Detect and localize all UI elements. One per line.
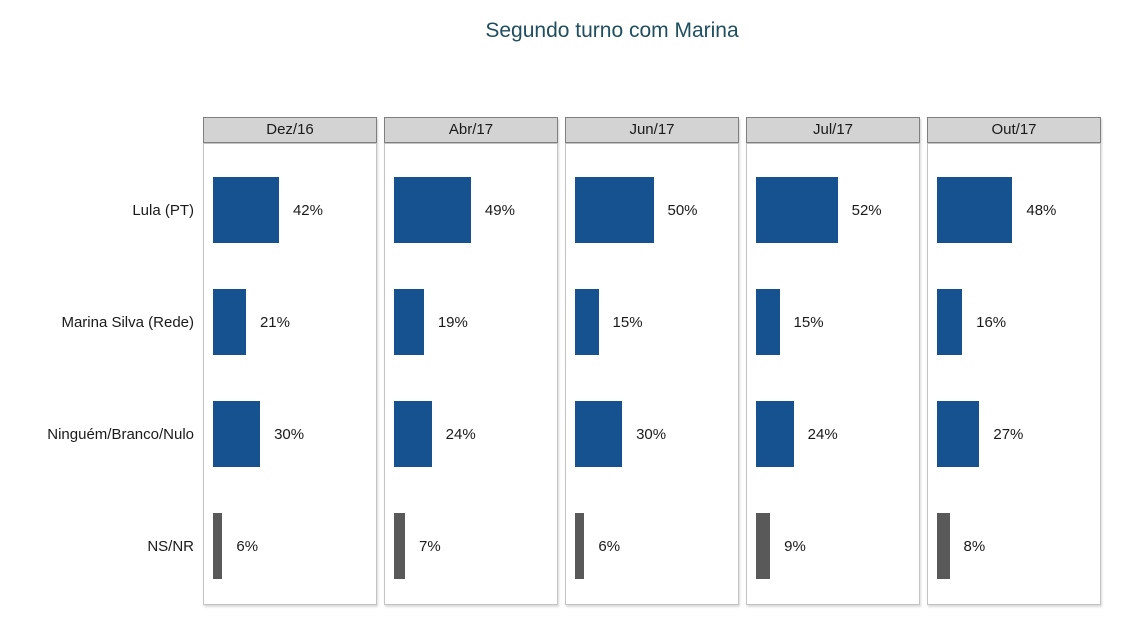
category-labels: Lula (PT) Marina Silva (Rede) Ninguém/Bran… (0, 117, 203, 605)
bar (937, 177, 1013, 243)
value-label: 7% (418, 537, 441, 555)
bar (394, 513, 405, 579)
bar (575, 401, 623, 467)
bar-row: 6% (213, 490, 376, 602)
bar-row: 19% (394, 266, 557, 378)
bar-row: 50% (575, 154, 738, 266)
bar (213, 177, 279, 243)
facet-body: 42% 21% 30% 6% (203, 143, 377, 605)
value-label: 15% (793, 313, 824, 331)
facet-body: 50% 15% 30% 6% (565, 143, 739, 605)
bar-row: 52% (756, 154, 919, 266)
value-label: 30% (636, 425, 667, 443)
value-label: 16% (976, 313, 1007, 331)
category-label: Ninguém/Branco/Nulo (47, 425, 194, 443)
bar-row: 24% (394, 378, 557, 490)
faceted-bar-chart: Lula (PT) Marina Silva (Rede) Ninguém/Bran… (0, 117, 1101, 605)
bar (213, 513, 223, 579)
bar (213, 401, 261, 467)
value-label: 8% (963, 537, 986, 555)
bar-row: 24% (756, 378, 919, 490)
chart-title: Segundo turno com Marina (485, 19, 739, 42)
facet-body: 48% 16% 27% 8% (927, 143, 1101, 605)
bar-row: 8% (937, 490, 1100, 602)
value-label: 24% (445, 425, 476, 443)
bar-row: 7% (394, 490, 557, 602)
value-label: 42% (292, 201, 323, 219)
bar (756, 513, 771, 579)
value-label: 50% (667, 201, 698, 219)
value-label: 6% (236, 537, 259, 555)
facet-body: 49% 19% 24% 7% (384, 143, 558, 605)
bar (937, 513, 950, 579)
category-label: Marina Silva (Rede) (61, 313, 194, 331)
facet-panels: Dez/16 42% 21% 30% 6% Abr/17 49% 19% 24% 7% Jun/17… (203, 117, 1101, 605)
value-label: 21% (259, 313, 290, 331)
facet-header: Jul/17 (746, 117, 920, 143)
facet-header: Abr/17 (384, 117, 558, 143)
bar-row: 21% (213, 266, 376, 378)
bar-row: 48% (937, 154, 1100, 266)
bar (394, 289, 424, 355)
category-label: Lula (PT) (132, 201, 194, 219)
bar-row: 30% (213, 378, 376, 490)
bar-row: 27% (937, 378, 1100, 490)
value-label: 19% (437, 313, 468, 331)
bar-row: 30% (575, 378, 738, 490)
facet-panel: Out/17 48% 16% 27% 8% (927, 117, 1101, 605)
bar (394, 401, 432, 467)
bar (213, 289, 246, 355)
facet-header: Jun/17 (565, 117, 739, 143)
bar-row: 42% (213, 154, 376, 266)
bar-row: 15% (575, 266, 738, 378)
value-label: 15% (612, 313, 643, 331)
value-label: 52% (851, 201, 882, 219)
facet-header: Dez/16 (203, 117, 377, 143)
facet-panel: Dez/16 42% 21% 30% 6% (203, 117, 377, 605)
bar (575, 177, 654, 243)
bar (756, 401, 794, 467)
value-label: 6% (598, 537, 621, 555)
bar-row: 6% (575, 490, 738, 602)
facet-panel: Jun/17 50% 15% 30% 6% (565, 117, 739, 605)
bar (937, 289, 963, 355)
bar-row: 15% (756, 266, 919, 378)
value-label: 30% (274, 425, 305, 443)
bar (756, 289, 780, 355)
facet-panel: Abr/17 49% 19% 24% 7% (384, 117, 558, 605)
category-label: NS/NR (147, 537, 194, 555)
bar (394, 177, 471, 243)
facet-body: 52% 15% 24% 9% (746, 143, 920, 605)
bar (575, 513, 585, 579)
bar (937, 401, 980, 467)
bar-row: 49% (394, 154, 557, 266)
value-label: 9% (784, 537, 806, 555)
value-label: 49% (484, 201, 515, 219)
value-label: 48% (1026, 201, 1057, 219)
facet-header: Out/17 (927, 117, 1101, 143)
value-label: 27% (993, 425, 1024, 443)
value-label: 24% (807, 425, 838, 443)
facet-panel: Jul/17 52% 15% 24% 9% (746, 117, 920, 605)
bar-row: 9% (756, 490, 919, 602)
bar (756, 177, 838, 243)
bar (575, 289, 599, 355)
bar-row: 16% (937, 266, 1100, 378)
